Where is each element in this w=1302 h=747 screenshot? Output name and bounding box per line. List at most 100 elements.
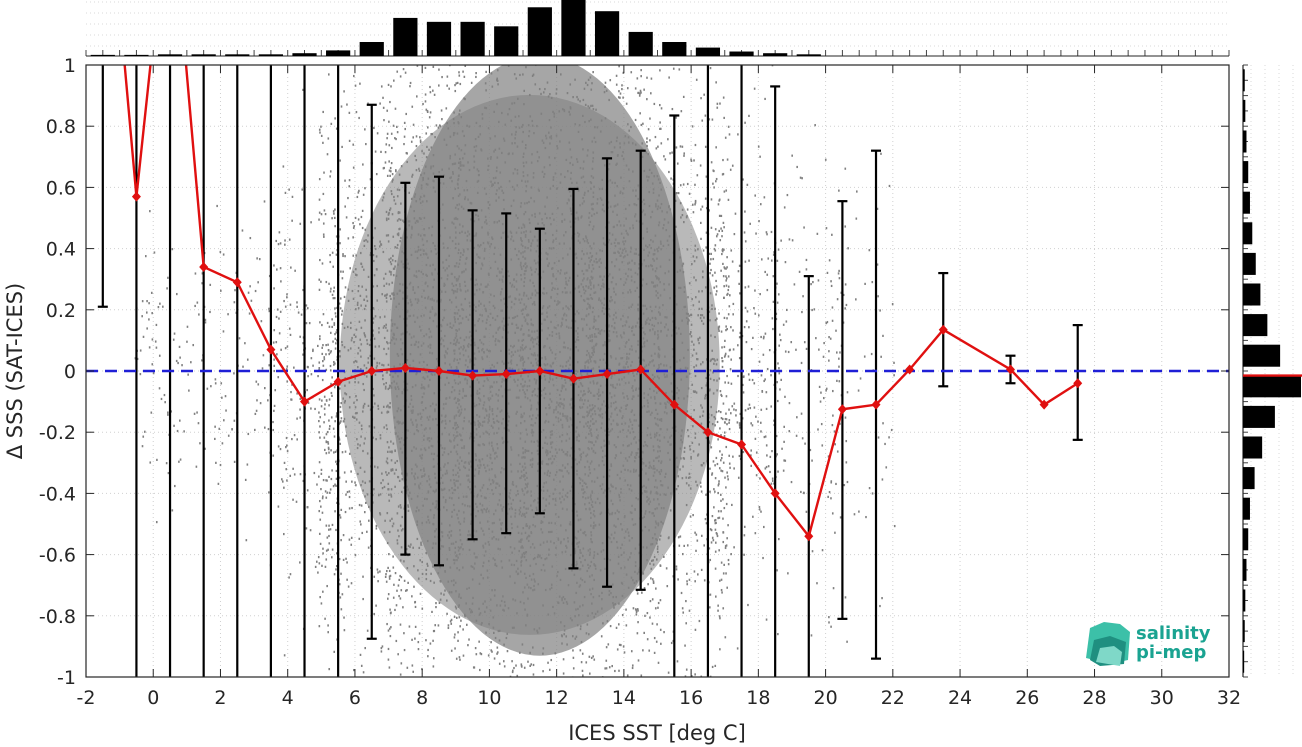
scatter-point [495, 393, 498, 396]
scatter-point [534, 83, 537, 86]
scatter-point [520, 327, 523, 330]
scatter-point [578, 434, 581, 437]
scatter-point [477, 510, 479, 513]
scatter-point [320, 602, 323, 605]
scatter-point [322, 313, 325, 316]
scatter-point [532, 176, 535, 179]
scatter-point [410, 398, 413, 401]
scatter-point [567, 540, 569, 543]
scatter-point [328, 425, 331, 428]
scatter-point [470, 522, 472, 525]
scatter-point [554, 172, 557, 175]
scatter-point [562, 365, 564, 368]
scatter-point [333, 323, 336, 326]
scatter-point [458, 223, 461, 226]
scatter-point [549, 163, 551, 167]
scatter-point [319, 518, 322, 521]
scatter-point [501, 422, 503, 425]
scatter-point [388, 575, 391, 578]
scatter-point [551, 461, 554, 464]
scatter-point [283, 486, 285, 489]
scatter-point [561, 108, 564, 111]
scatter-point [562, 450, 565, 454]
scatter-point [522, 152, 525, 155]
scatter-point [368, 505, 370, 508]
scatter-point [592, 353, 594, 356]
scatter-point [591, 333, 593, 337]
scatter-point [531, 119, 534, 123]
scatter-point [222, 253, 225, 256]
scatter-point [459, 405, 462, 408]
scatter-point [478, 640, 480, 643]
scatter-point [416, 65, 419, 67]
scatter-point [541, 139, 544, 142]
scatter-point [217, 482, 220, 485]
scatter-point [552, 478, 555, 481]
scatter-point [479, 435, 481, 438]
scatter-point [279, 242, 282, 245]
scatter-point [285, 446, 287, 449]
scatter-point [332, 210, 335, 213]
scatter-point [364, 228, 367, 231]
scatter-point [553, 299, 556, 303]
scatter-point [394, 371, 397, 375]
scatter-point [521, 553, 524, 556]
scatter-point [457, 496, 460, 500]
scatter-point [419, 482, 422, 485]
scatter-point [468, 420, 470, 423]
scatter-point [268, 364, 271, 367]
scatter-point [459, 358, 461, 361]
scatter-point [377, 404, 379, 407]
scatter-point [393, 199, 396, 202]
scatter-point [149, 461, 152, 464]
scatter-point [394, 461, 397, 464]
scatter-point [334, 225, 336, 228]
scatter-point [416, 506, 418, 509]
scatter-point [486, 285, 488, 288]
scatter-point [318, 509, 321, 513]
scatter-point [358, 421, 361, 424]
scatter-point [397, 234, 400, 237]
scatter-point [447, 246, 449, 250]
scatter-point [564, 466, 567, 469]
scatter-point [561, 433, 564, 437]
scatter-point [551, 565, 554, 568]
scatter-point [502, 328, 505, 331]
scatter-point [638, 568, 640, 571]
scatter-point [362, 671, 365, 674]
scatter-point [550, 442, 552, 446]
scatter-point [459, 283, 461, 286]
scatter-point [157, 305, 160, 309]
scatter-point [569, 113, 571, 116]
scatter-point [433, 93, 436, 96]
scatter-point [453, 217, 456, 220]
scatter-point [460, 321, 462, 325]
scatter-point [553, 112, 556, 115]
scatter-point [591, 587, 594, 590]
scatter-point [323, 421, 325, 424]
scatter-point [341, 451, 344, 454]
scatter-point [510, 446, 512, 449]
scatter-point [360, 355, 362, 358]
scatter-point [414, 154, 416, 158]
scatter-point [569, 418, 572, 421]
scatter-point [450, 649, 453, 652]
scatter-point [501, 151, 503, 155]
scatter-point [347, 299, 350, 302]
scatter-point [430, 444, 433, 448]
scatter-point [414, 472, 417, 475]
scatter-point [560, 540, 562, 543]
scatter-point [468, 638, 470, 641]
scatter-point [465, 602, 467, 605]
scatter-point [393, 380, 395, 383]
scatter-point [386, 132, 389, 135]
scatter-point [392, 254, 394, 257]
scatter-point [384, 575, 387, 579]
scatter-point [592, 208, 594, 211]
scatter-point [421, 396, 424, 399]
scatter-point [590, 560, 593, 564]
scatter-point [522, 294, 525, 297]
scatter-point [493, 252, 495, 256]
scatter-point [385, 218, 388, 222]
scatter-point [536, 239, 539, 242]
